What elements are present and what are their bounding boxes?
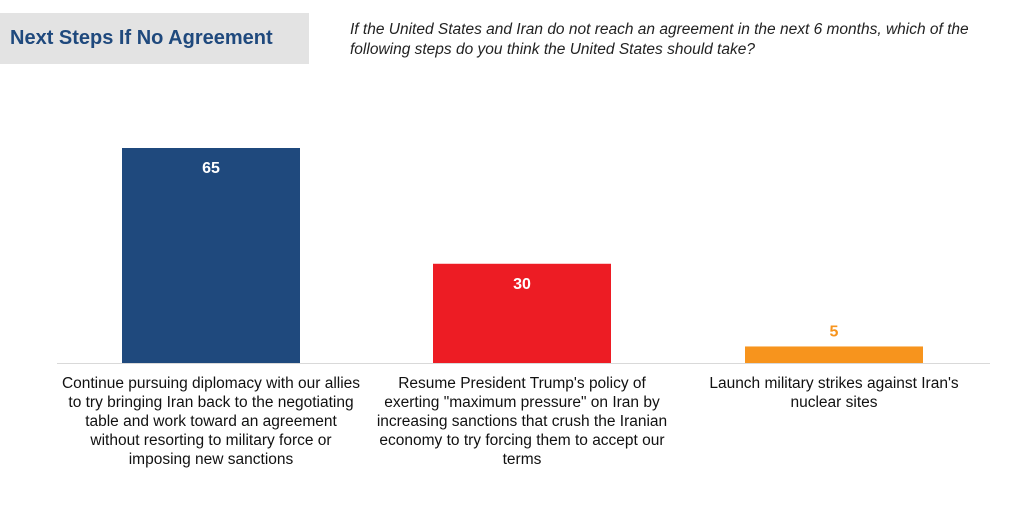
data-label-diplomacy: 65 (202, 160, 220, 177)
category-label-diplomacy: Continue pursuing diplomacy with our all… (61, 375, 361, 468)
survey-question: If the United States and Iran do not rea… (350, 21, 969, 58)
bar-diplomacy (122, 148, 300, 363)
chart-title: Next Steps If No Agreement (10, 27, 273, 49)
data-label-maximum-pressure: 30 (513, 276, 531, 293)
title-box: Next Steps If No Agreement (0, 13, 309, 64)
data-label-military-strikes: 5 (830, 323, 839, 340)
bar-maximum-pressure (433, 263, 611, 363)
category-label-maximum-pressure: Resume President Trump's policy of exert… (376, 375, 668, 468)
category-label-military-strikes: Launch military strikes against Iran's n… (709, 375, 959, 411)
bar-military-strikes (745, 346, 923, 363)
